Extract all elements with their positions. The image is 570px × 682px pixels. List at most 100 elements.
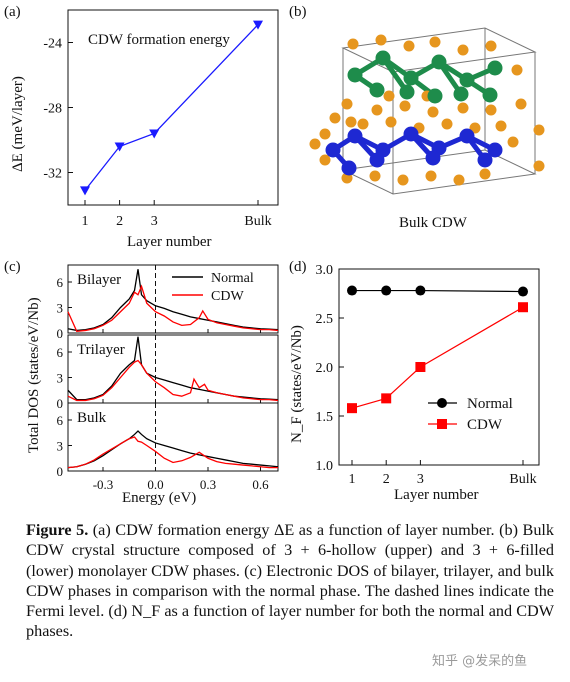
atom-green [427, 88, 443, 104]
panel-a-ylabel: ΔE (meV/layer) [10, 76, 26, 172]
panel-c-label: (c) [4, 259, 21, 275]
atom-orange [485, 40, 497, 52]
atom-orange [495, 120, 507, 132]
atom-orange [345, 116, 357, 128]
legend-normal-label: Normal [211, 271, 254, 286]
y-tick-label: 2.0 [316, 361, 334, 376]
atom-orange [457, 102, 469, 114]
y-tick-label: 6 [57, 345, 64, 360]
y-tick-label: 0 [57, 326, 64, 341]
dos-subplot-trilayer: 0 3 6 Trilayer [57, 334, 279, 411]
panel-a: (a) CDW formation energy -24 -28 -32 1 2 3 Bu… [4, 4, 279, 250]
panel-c-legend: Normal CDW [172, 271, 254, 304]
atom-green [482, 87, 498, 103]
y-tick-label: 3 [57, 371, 64, 386]
atom-orange [427, 106, 439, 118]
atom-green [459, 72, 475, 88]
figure-caption: Figure 5. (a) CDW formation energy ΔE as… [26, 520, 554, 642]
x-tick-label: 0.3 [200, 477, 216, 492]
y-tick-label: 3 [57, 301, 64, 316]
watermark: 知乎 @发呆的鱼 [432, 654, 528, 669]
atom-orange [403, 40, 415, 52]
data-point [253, 20, 263, 30]
panel-d-legend: Normal CDW [428, 396, 513, 433]
atom-orange [453, 174, 465, 186]
atom-orange [309, 138, 321, 150]
atom-orange [397, 174, 409, 186]
panel-d-label: (d) [289, 259, 307, 275]
data-point-normal [381, 285, 392, 296]
legend-d-normal-label: Normal [467, 396, 513, 412]
x-tick-label: 2 [116, 214, 123, 229]
legend-d-cdw-label: CDW [467, 417, 503, 433]
caption-label: Figure 5. [26, 521, 89, 539]
y-tick-label: 0 [57, 396, 64, 411]
atom-blue [325, 142, 341, 158]
subplot-label: Bulk [77, 410, 107, 426]
atom-orange [319, 128, 331, 140]
crystal-structure [309, 27, 545, 195]
atom-orange [533, 160, 545, 172]
panel-c-subplots: 0 3 6 Bilayer 0 3 6 Trilayer 0 3 6 Bulk -0.3 0.0 0.3 0.… [57, 264, 279, 492]
subplot-frame [67, 264, 279, 334]
x-tick-label: 1 [82, 214, 89, 229]
atom-blue [487, 142, 503, 158]
atom-orange [441, 118, 453, 130]
panel-c-x-tick-labels: -0.3 0.0 0.3 0.6 [93, 477, 269, 492]
subplot-label: Bilayer [77, 272, 121, 288]
y-tick-label: 3.0 [316, 263, 334, 278]
y-tick-label: 6 [57, 275, 64, 290]
atom-orange [371, 104, 383, 116]
atom-orange [319, 154, 331, 166]
panel-a-y-ticks: -24 -28 -32 [43, 37, 73, 182]
data-point-normal [518, 286, 528, 297]
panel-c-ylabel: Total DOS (states/eV/Nb) [26, 297, 42, 453]
y-tick-label: -28 [43, 102, 62, 117]
y-tick-label: 2.5 [316, 312, 334, 327]
x-tick-label: Bulk [509, 472, 536, 487]
atom-green [431, 54, 447, 70]
panel-b-label: (b) [289, 4, 307, 20]
data-point [149, 129, 160, 139]
atom-green [375, 50, 391, 66]
series-line-cdw [351, 306, 524, 409]
atom-orange [507, 136, 519, 148]
x-tick-label: 0.0 [147, 477, 163, 492]
atom-blue [341, 160, 357, 176]
data-point [80, 186, 90, 196]
dos-line-cdw [67, 284, 279, 332]
subplot-label: Trilayer [77, 342, 125, 358]
atom-green [399, 84, 415, 100]
data-point-cdw [347, 403, 357, 414]
atom-orange [429, 36, 441, 48]
series-line [84, 24, 259, 191]
panel-d-y-ticks: 1.0 1.5 2.0 2.5 3.0 [316, 263, 344, 474]
y-tick-label: -24 [43, 37, 62, 52]
atom-orange [457, 44, 469, 56]
panel-d: (d) 1.0 1.5 2.0 2.5 3.0 1 2 3 Bulk N_F (states/… [289, 259, 540, 503]
y-tick-label: -32 [43, 167, 62, 182]
atom-blue [403, 126, 419, 142]
atom-green [403, 70, 419, 86]
legend-cdw-label: CDW [211, 289, 244, 304]
atom-blue [369, 152, 385, 168]
panel-a-x-ticks: 1 2 3 Bulk [82, 200, 272, 229]
panel-d-xlabel: Layer number [394, 487, 479, 503]
atom-green [453, 86, 469, 102]
x-tick-label: -0.3 [93, 477, 114, 492]
y-tick-label: 0 [57, 464, 64, 479]
series-line-normal [352, 289, 524, 293]
data-point [114, 142, 125, 152]
atom-orange [485, 104, 497, 116]
y-tick-label: 3 [57, 439, 64, 454]
data-point-cdw [415, 362, 426, 372]
x-tick-label: 2 [383, 472, 390, 487]
atom-orange [369, 170, 381, 182]
x-tick-label: 3 [417, 472, 424, 487]
data-point-cdw [381, 393, 392, 404]
atom-orange [341, 98, 353, 110]
dos-line-cdw [67, 359, 279, 402]
x-tick-label: 3 [151, 214, 158, 229]
atom-orange [357, 118, 369, 130]
data-point-normal [415, 285, 426, 296]
